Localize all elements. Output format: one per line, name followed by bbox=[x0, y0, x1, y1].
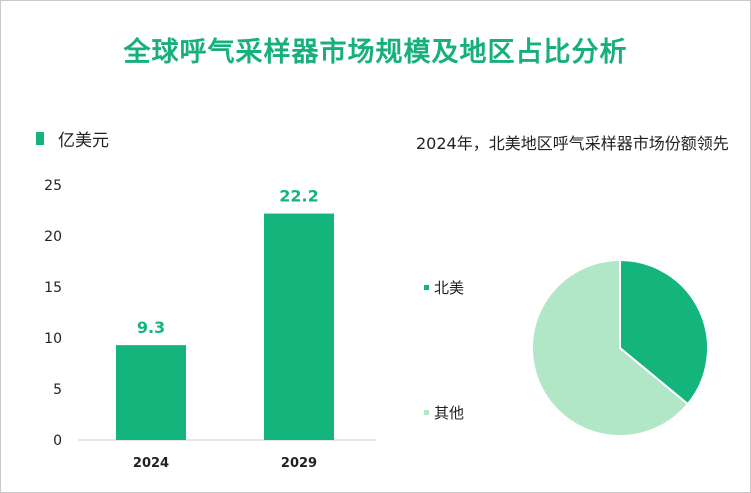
bar-value-label: 9.3 bbox=[137, 318, 165, 337]
y-tick-label: 20 bbox=[44, 229, 62, 245]
bar-legend: 亿美元 bbox=[36, 126, 109, 151]
x-tick-label: 2029 bbox=[281, 456, 317, 471]
bar-legend-label: 亿美元 bbox=[58, 131, 109, 151]
pie-legend-label: 北美 bbox=[434, 279, 465, 297]
y-tick-label: 10 bbox=[44, 331, 62, 347]
page-title: 全球呼气采样器市场规模及地区占比分析 bbox=[123, 37, 628, 68]
y-tick-label: 25 bbox=[44, 178, 62, 194]
pie-legend-label: 其他 bbox=[434, 404, 465, 422]
y-tick-label: 0 bbox=[53, 433, 62, 449]
bar bbox=[264, 213, 334, 440]
pie-note: 2024年，北美地区呼气采样器市场份额领先 bbox=[416, 134, 729, 153]
pie-legend-swatch bbox=[424, 285, 429, 290]
bar-value-label: 22.2 bbox=[279, 187, 318, 206]
bar-chart: 0 5 10 15 20 25 9.3 2024 22.2 2029 bbox=[44, 178, 376, 471]
y-tick-label: 5 bbox=[53, 382, 62, 398]
pie-legend-swatch bbox=[424, 410, 429, 415]
bar bbox=[116, 345, 186, 440]
pie-legend-item-north-america: 北美 bbox=[424, 277, 464, 298]
pie-legend-item-other: 其他 bbox=[424, 402, 464, 423]
y-tick-label: 15 bbox=[44, 280, 62, 296]
x-tick-label: 2024 bbox=[133, 456, 169, 471]
bar-legend-swatch bbox=[36, 132, 44, 145]
